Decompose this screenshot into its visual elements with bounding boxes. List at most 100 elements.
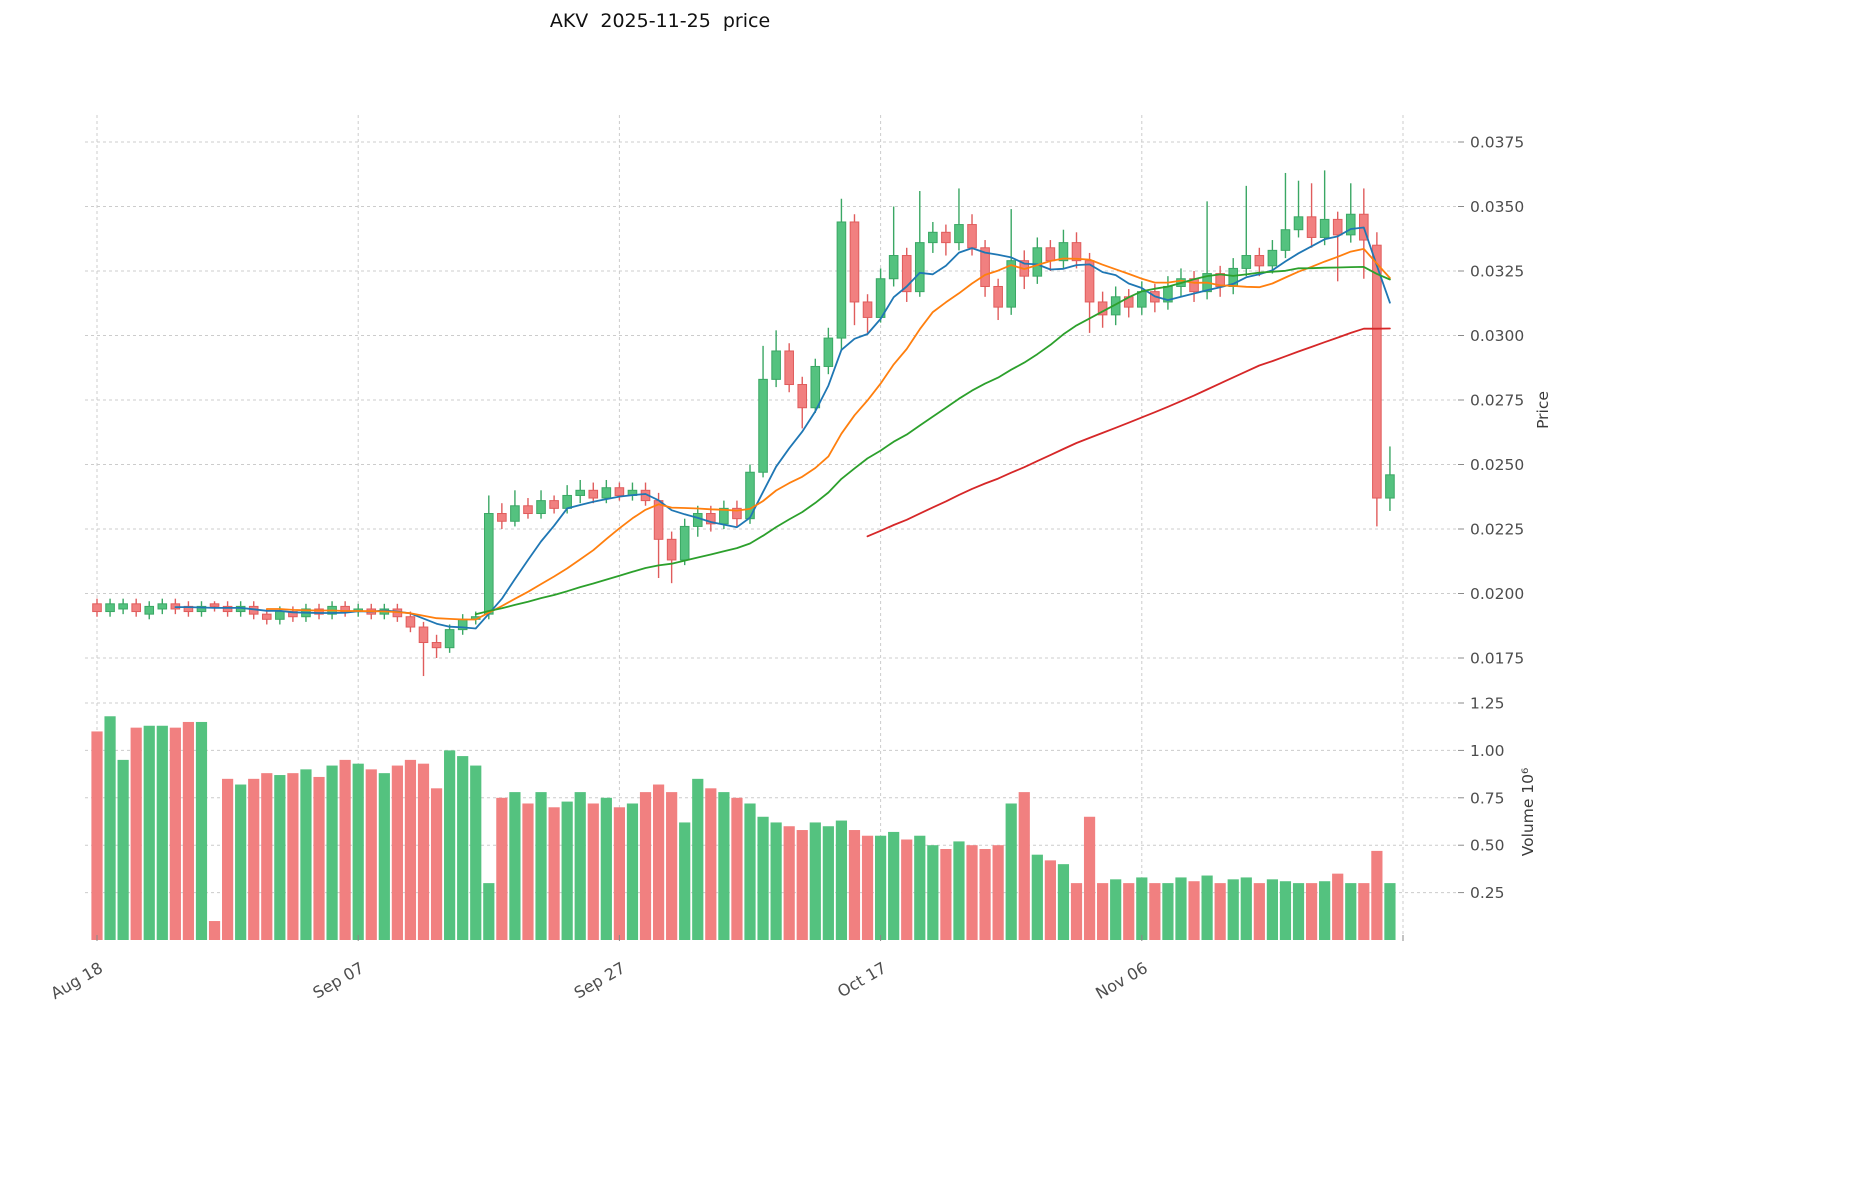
candle-up: [692, 513, 703, 527]
volume-bar: [718, 792, 730, 940]
x-tick-label: Sep 07: [310, 958, 368, 1002]
volume-bar: [1227, 879, 1239, 940]
candle-down: [209, 603, 220, 607]
volume-bar: [731, 797, 743, 940]
volume-bar: [104, 716, 116, 940]
candle-down: [784, 350, 794, 386]
candle-up: [758, 378, 768, 473]
volume-bar: [1044, 860, 1056, 940]
volume-bar: [1136, 877, 1148, 940]
candle-up: [1319, 218, 1330, 238]
volume-bar: [1031, 854, 1043, 940]
volume-bar: [875, 835, 887, 940]
volume-bar: [1253, 883, 1265, 940]
volume-bar: [261, 773, 273, 940]
volume-bar: [848, 830, 861, 940]
price-tick-label: 0.0325: [1470, 263, 1524, 281]
candle-up: [510, 505, 520, 522]
candle-up: [157, 603, 168, 610]
volume-bar: [274, 775, 286, 940]
candle-down: [588, 489, 599, 499]
x-tick-label: Oct 17: [834, 958, 889, 1001]
volume-bar: [1345, 883, 1357, 940]
candle-up: [562, 494, 572, 509]
candle-down: [431, 642, 442, 649]
volume-bar: [91, 731, 103, 940]
candle-up: [484, 513, 494, 615]
volume-axis-title: Volume 10⁶: [1519, 768, 1537, 857]
volume-tick-label: 0.75: [1470, 789, 1505, 807]
volume-bar: [1070, 883, 1083, 940]
candle-up: [954, 224, 964, 244]
volume-bar: [561, 801, 573, 940]
volume-bar: [444, 750, 456, 940]
volume-bar: [143, 725, 155, 940]
volume-bar: [953, 841, 965, 940]
volume-bar: [169, 727, 181, 940]
candle-down: [405, 616, 416, 628]
candle-up: [118, 603, 128, 610]
price-tick-label: 0.0225: [1470, 521, 1524, 539]
candle-down: [497, 513, 507, 522]
volume-bar: [1279, 881, 1292, 940]
candle-up: [928, 231, 938, 244]
candle-up: [836, 221, 847, 339]
volume-bar: [457, 756, 469, 940]
volume-bar: [639, 792, 652, 940]
volume-bar: [796, 830, 808, 940]
volume-bar: [1057, 864, 1070, 940]
candle-down: [1372, 244, 1382, 499]
candle-down: [314, 608, 324, 615]
candle-down: [614, 487, 625, 496]
volume-bar: [182, 721, 195, 940]
price-tick-label: 0.0350: [1470, 198, 1524, 216]
price-tick-label: 0.0175: [1470, 650, 1524, 668]
volume-bar: [1018, 792, 1030, 940]
candle-up: [1032, 247, 1043, 277]
volume-bar: [404, 759, 417, 940]
candle-up: [1293, 216, 1304, 231]
candle-down: [222, 605, 233, 613]
volume-tick-label: 1.25: [1470, 695, 1505, 713]
volume-bar: [1319, 881, 1331, 940]
volume-bar: [509, 792, 521, 940]
volume-bar: [1162, 883, 1174, 940]
candle-down: [732, 507, 742, 520]
grid-layer: [85, 115, 1458, 935]
volume-bar: [1123, 883, 1135, 940]
candle-down: [993, 285, 1003, 308]
candle-down: [261, 613, 272, 620]
volume-bar: [744, 803, 756, 940]
volume-bar: [1266, 879, 1278, 940]
volume-bar: [365, 769, 377, 940]
volume-bar: [391, 765, 403, 940]
candle-down: [901, 255, 912, 293]
price-axis-title: Price: [1534, 391, 1552, 429]
volume-bar: [979, 848, 991, 940]
candle-up: [679, 525, 690, 561]
candle-up: [914, 242, 925, 293]
volume-bar: [1371, 850, 1383, 940]
candle-up: [1345, 213, 1356, 236]
volume-bar: [313, 776, 325, 940]
candle-down: [1254, 255, 1265, 267]
volume-bar: [483, 883, 495, 940]
volume-bar: [600, 797, 612, 940]
volume-bar: [1332, 873, 1344, 940]
candle-up: [1267, 249, 1278, 267]
volume-bar: [861, 835, 874, 940]
chart-title: AKV 2025-11-25 price: [549, 10, 771, 32]
candles-layer: [92, 170, 1395, 677]
volume-bar: [1358, 883, 1370, 940]
volume-bar: [809, 822, 821, 940]
candle-down: [1045, 247, 1056, 262]
volume-bar: [535, 792, 547, 940]
candle-up: [196, 605, 207, 613]
candle-down: [1084, 260, 1095, 303]
candle-down: [1306, 216, 1317, 238]
candle-up: [771, 350, 781, 380]
candle-down: [967, 224, 977, 249]
volume-bar: [679, 822, 691, 940]
candle-down: [849, 221, 860, 303]
